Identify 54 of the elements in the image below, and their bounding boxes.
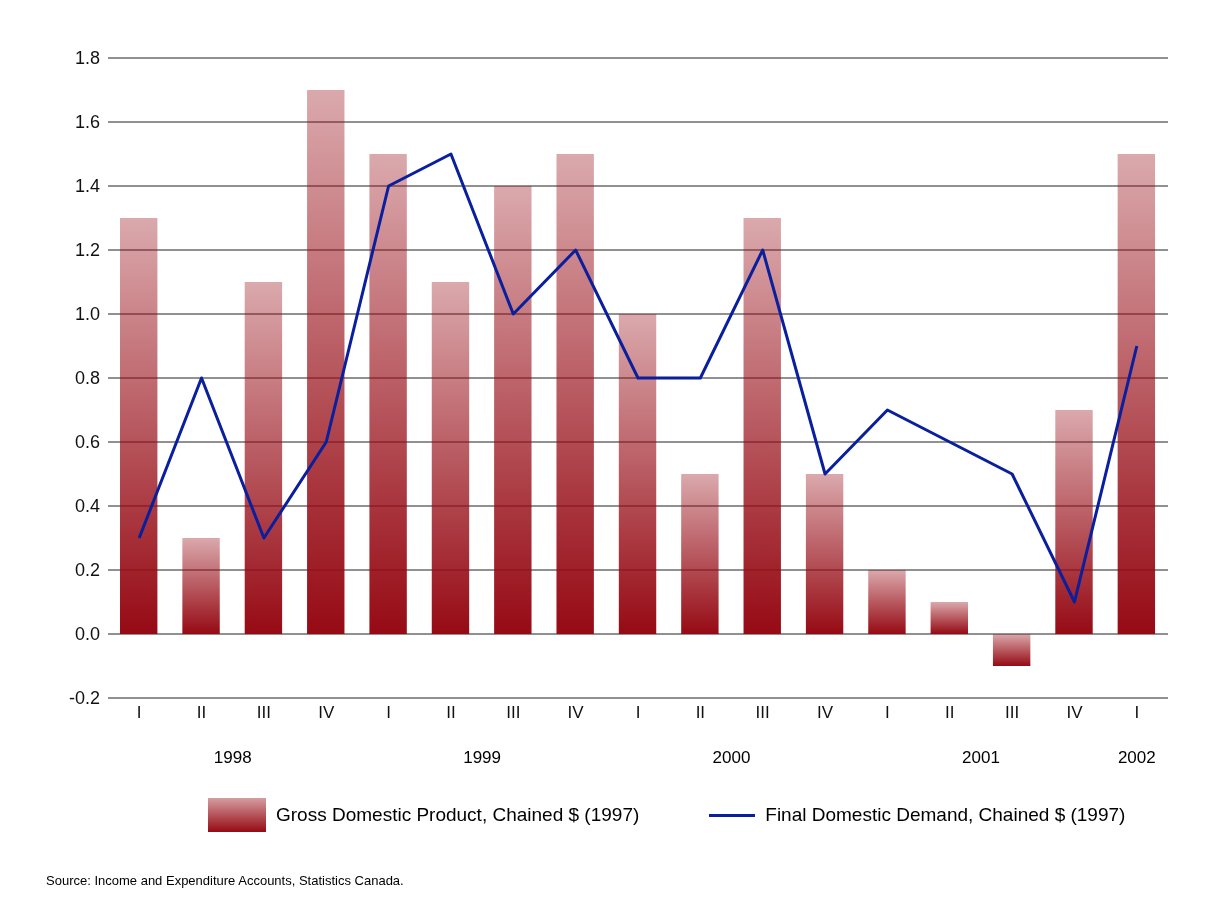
bar bbox=[120, 218, 158, 634]
bar bbox=[868, 570, 906, 634]
y-tick-label: 1.2 bbox=[74, 240, 100, 261]
bar bbox=[930, 602, 968, 634]
bar bbox=[556, 154, 594, 634]
text: 1999 bbox=[462, 748, 502, 768]
legend-label: Gross Domestic Product, Chained $ (1997) bbox=[276, 804, 640, 826]
text: 2002 bbox=[1116, 748, 1157, 768]
x-tick-label: I bbox=[635, 703, 641, 723]
bar bbox=[1055, 410, 1093, 634]
bar bbox=[431, 282, 470, 634]
bar bbox=[992, 634, 1031, 666]
y-tick-label: 1.8 bbox=[74, 48, 100, 69]
y-tick-label: 0.2 bbox=[74, 560, 100, 581]
x-tick-label: III bbox=[1005, 703, 1020, 723]
bar bbox=[681, 474, 719, 634]
bar bbox=[244, 282, 283, 634]
y-tick-label: -0.2 bbox=[68, 688, 100, 709]
y-tick-label: 0.0 bbox=[74, 624, 100, 645]
x-tick-label: IV bbox=[567, 703, 585, 723]
x-tick-label: II bbox=[446, 703, 456, 723]
x-tick-label: IV bbox=[318, 703, 335, 723]
x-tick-label: II bbox=[196, 703, 207, 723]
bar bbox=[369, 154, 407, 634]
bar bbox=[743, 218, 781, 634]
bar bbox=[494, 186, 532, 634]
x-tick-label: I bbox=[885, 703, 890, 723]
x-tick-label: I bbox=[136, 703, 142, 723]
x-tick-label: III bbox=[755, 703, 770, 723]
y-tick-label: 1.4 bbox=[74, 176, 100, 197]
bar bbox=[805, 474, 844, 634]
line-series bbox=[137, 152, 1139, 604]
x-tick-label: II bbox=[945, 703, 955, 723]
x-tick-label: II bbox=[695, 703, 706, 723]
text: 2000 bbox=[711, 748, 752, 768]
source-note: Source: Income and Expenditure Accounts, Statistics Canada. bbox=[46, 873, 404, 888]
y-tick-label: 0.4 bbox=[74, 496, 100, 517]
y-tick-label: 0.6 bbox=[74, 432, 100, 453]
text: 2001 bbox=[961, 748, 1001, 768]
bar bbox=[1117, 154, 1156, 634]
y-tick-label: 1.6 bbox=[74, 112, 100, 133]
bar bbox=[182, 538, 220, 634]
bar bbox=[307, 90, 345, 634]
y-tick-label: 1.0 bbox=[74, 304, 100, 325]
x-tick-label: IV bbox=[817, 703, 834, 723]
bar bbox=[618, 314, 657, 634]
y-tick-label: 0.8 bbox=[74, 368, 100, 389]
text: 1998 bbox=[212, 748, 253, 768]
legend-label: Final Domestic Demand, Chained $ (1997) bbox=[765, 804, 1126, 826]
x-tick-label: I bbox=[1134, 703, 1140, 723]
x-tick-label: I bbox=[386, 703, 391, 723]
x-tick-label: III bbox=[506, 703, 521, 723]
x-tick-label: III bbox=[256, 703, 271, 723]
x-tick-label: IV bbox=[1066, 703, 1084, 723]
